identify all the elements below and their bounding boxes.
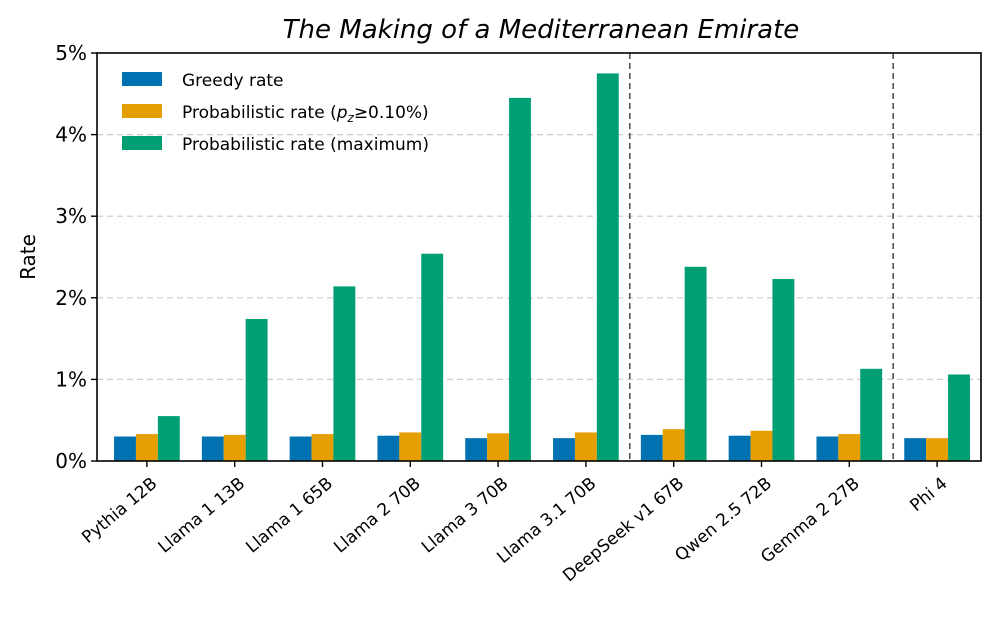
bar [377,435,400,461]
x-tick-label: Llama 1 13B [155,474,249,558]
legend-label-maximum: Probabilistic rate (maximum) [182,135,429,155]
bar [135,434,158,461]
bar [640,434,663,461]
bar [662,429,685,461]
legend-label-greedy: Greedy rate [182,71,284,91]
legend-swatch-maximum [122,136,162,150]
x-tick-label: Llama 3 70B [418,474,512,558]
y-tick-label: 4% [55,123,87,147]
bars [114,73,970,462]
bar [201,436,224,461]
bar [333,286,356,461]
group-separators [628,53,895,461]
bar [311,434,334,461]
x-tick-label: Llama 2 70B [330,474,424,558]
bar [728,435,751,461]
bar [399,432,422,461]
bar [860,368,883,461]
y-tick-label: 5% [55,41,87,65]
y-tick-label: 0% [55,449,87,473]
legend-swatch-greedy [122,72,162,86]
legend: Greedy rate Probabilistic rate (pz≥0.10%… [122,71,429,155]
y-axis-label: Rate [16,234,40,280]
bar [223,434,246,461]
bar [750,430,773,461]
bar [509,97,531,461]
y-tick-label: 1% [55,367,87,391]
bar [684,266,707,461]
chart-title: The Making of a Mediterranean Emirate [283,15,800,45]
x-tick-label: Pythia 12B [78,474,161,548]
gridlines [97,134,981,380]
bar [157,416,180,461]
bar [487,433,510,461]
bar [596,73,619,462]
bar [816,436,839,461]
plot-frame [96,52,982,462]
bar [421,253,444,461]
bar [838,434,861,461]
bar [926,438,949,461]
bar [114,436,136,461]
x-tick-label: Phi 4 [906,474,951,516]
legend-swatch-probabilistic [122,104,162,118]
bar [948,374,970,461]
y-tick-label: 3% [55,204,87,228]
bar [465,438,488,461]
x-tick-label: Llama 1 65B [242,474,336,558]
bar [904,438,927,461]
bar [245,319,268,461]
y-tick-label: 2% [55,286,87,310]
bar [289,436,312,461]
bar [574,432,597,461]
bar [772,279,795,461]
legend-label-probabilistic: Probabilistic rate (pz≥0.10%) [182,103,429,125]
bar [553,438,575,461]
y-axis: 0% 1% 2% 3% 4% 5% [55,41,97,473]
